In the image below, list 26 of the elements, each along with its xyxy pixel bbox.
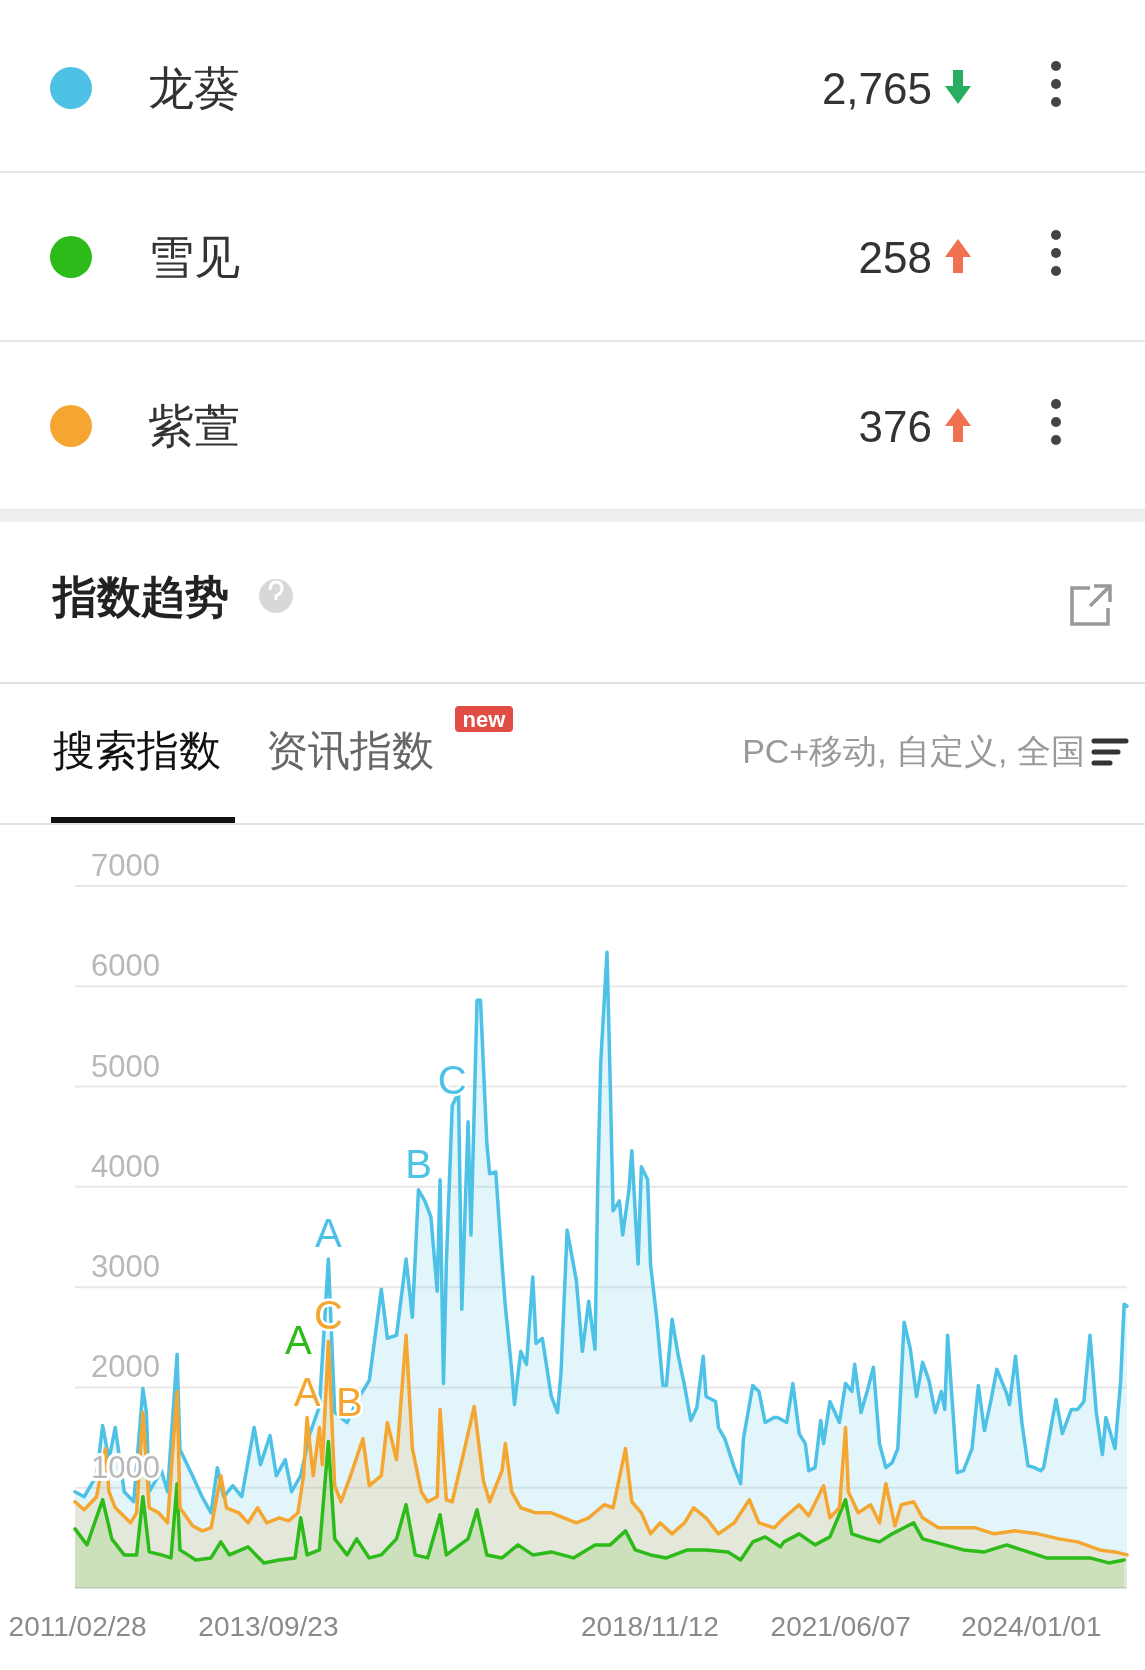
y-tick-label: 6000 [91, 948, 160, 984]
chart-subtitle: PC+移动, 自定义, 全国 [742, 732, 1085, 770]
y-tick-label: 7000 [91, 848, 160, 883]
annotation: A [285, 1317, 313, 1362]
legend-label: 龙葵 [148, 62, 240, 114]
legend-label: 紫萱 [148, 400, 240, 452]
x-tick-label: 2011/02/28 [8, 1611, 147, 1642]
text: 资讯指数 [266, 727, 434, 774]
y-tick-label: 3000 [91, 1249, 160, 1285]
x-tick-label: 2013/09/23 [198, 1611, 339, 1642]
y-tick-label: 5000 [91, 1048, 160, 1084]
chart-title: 指数趋势 [51, 572, 229, 621]
text: 376 [858, 402, 932, 451]
annotation: A [315, 1211, 343, 1256]
y-tick-label: 4000 [91, 1148, 160, 1184]
y-tick-label: 2000 [91, 1349, 160, 1385]
text: 2,765 [821, 64, 932, 113]
x-tick-label: 2021/06/07 [770, 1611, 911, 1642]
legend-label: 雪见 [148, 231, 240, 283]
annotation: B [405, 1141, 432, 1186]
text: 258 [858, 233, 932, 282]
text: 搜索指数 [53, 727, 221, 774]
text: new [462, 707, 507, 732]
annotation: C [437, 1057, 467, 1102]
x-tick-label: 2024/01/01 [961, 1611, 1102, 1642]
x-tick-label: 2018/11/12 [580, 1611, 719, 1642]
